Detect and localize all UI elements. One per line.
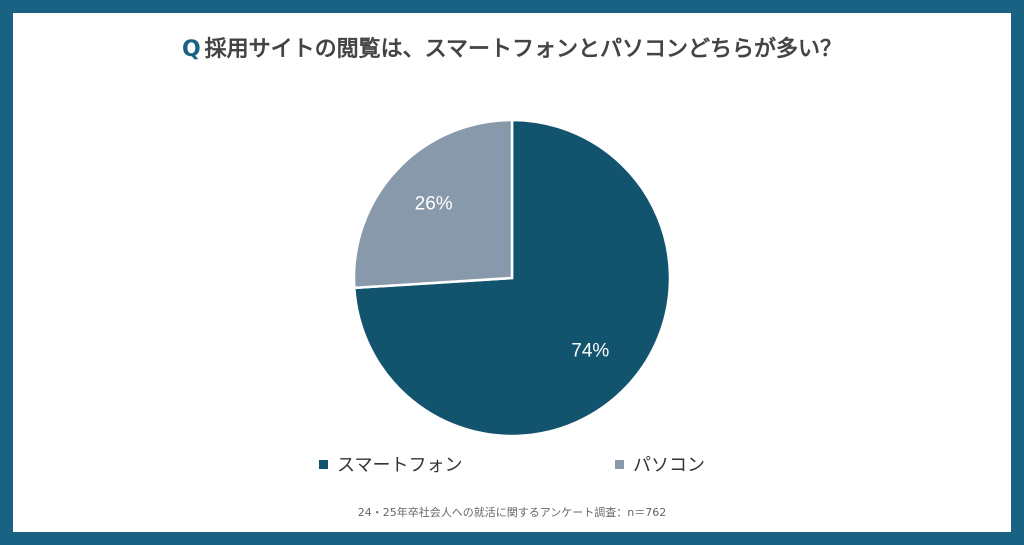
chart-title: Q 採用サイトの閲覧は、スマートフォンとパソコンどちらが多い？ [13, 31, 1011, 63]
legend-swatch-smartphone [319, 459, 328, 469]
data-label-smartphone: 74% [571, 341, 609, 362]
survey-footnote: 24・25年卒社会人への就活に関するアンケート調査：n＝762 [357, 506, 667, 519]
pie-chart: 74% 26% [352, 118, 672, 438]
question-text: 採用サイトの閲覧は、スマートフォンとパソコンどちらが多い？ [204, 37, 843, 62]
question-mark-label: Q [181, 37, 201, 62]
chart-frame: Q 採用サイトの閲覧は、スマートフォンとパソコンどちらが多い？ 74% 26% スマ… [13, 13, 1011, 532]
legend-label-pc: パソコン [633, 455, 705, 476]
legend-item-pc: パソコン [615, 451, 705, 477]
pie-slice-pc [352, 118, 514, 290]
data-label-pc: 26% [415, 193, 453, 214]
legend-label-smartphone: スマートフォン [337, 455, 463, 476]
legend-swatch-pc [615, 459, 624, 469]
legend-item-smartphone: スマートフォン [319, 451, 462, 477]
